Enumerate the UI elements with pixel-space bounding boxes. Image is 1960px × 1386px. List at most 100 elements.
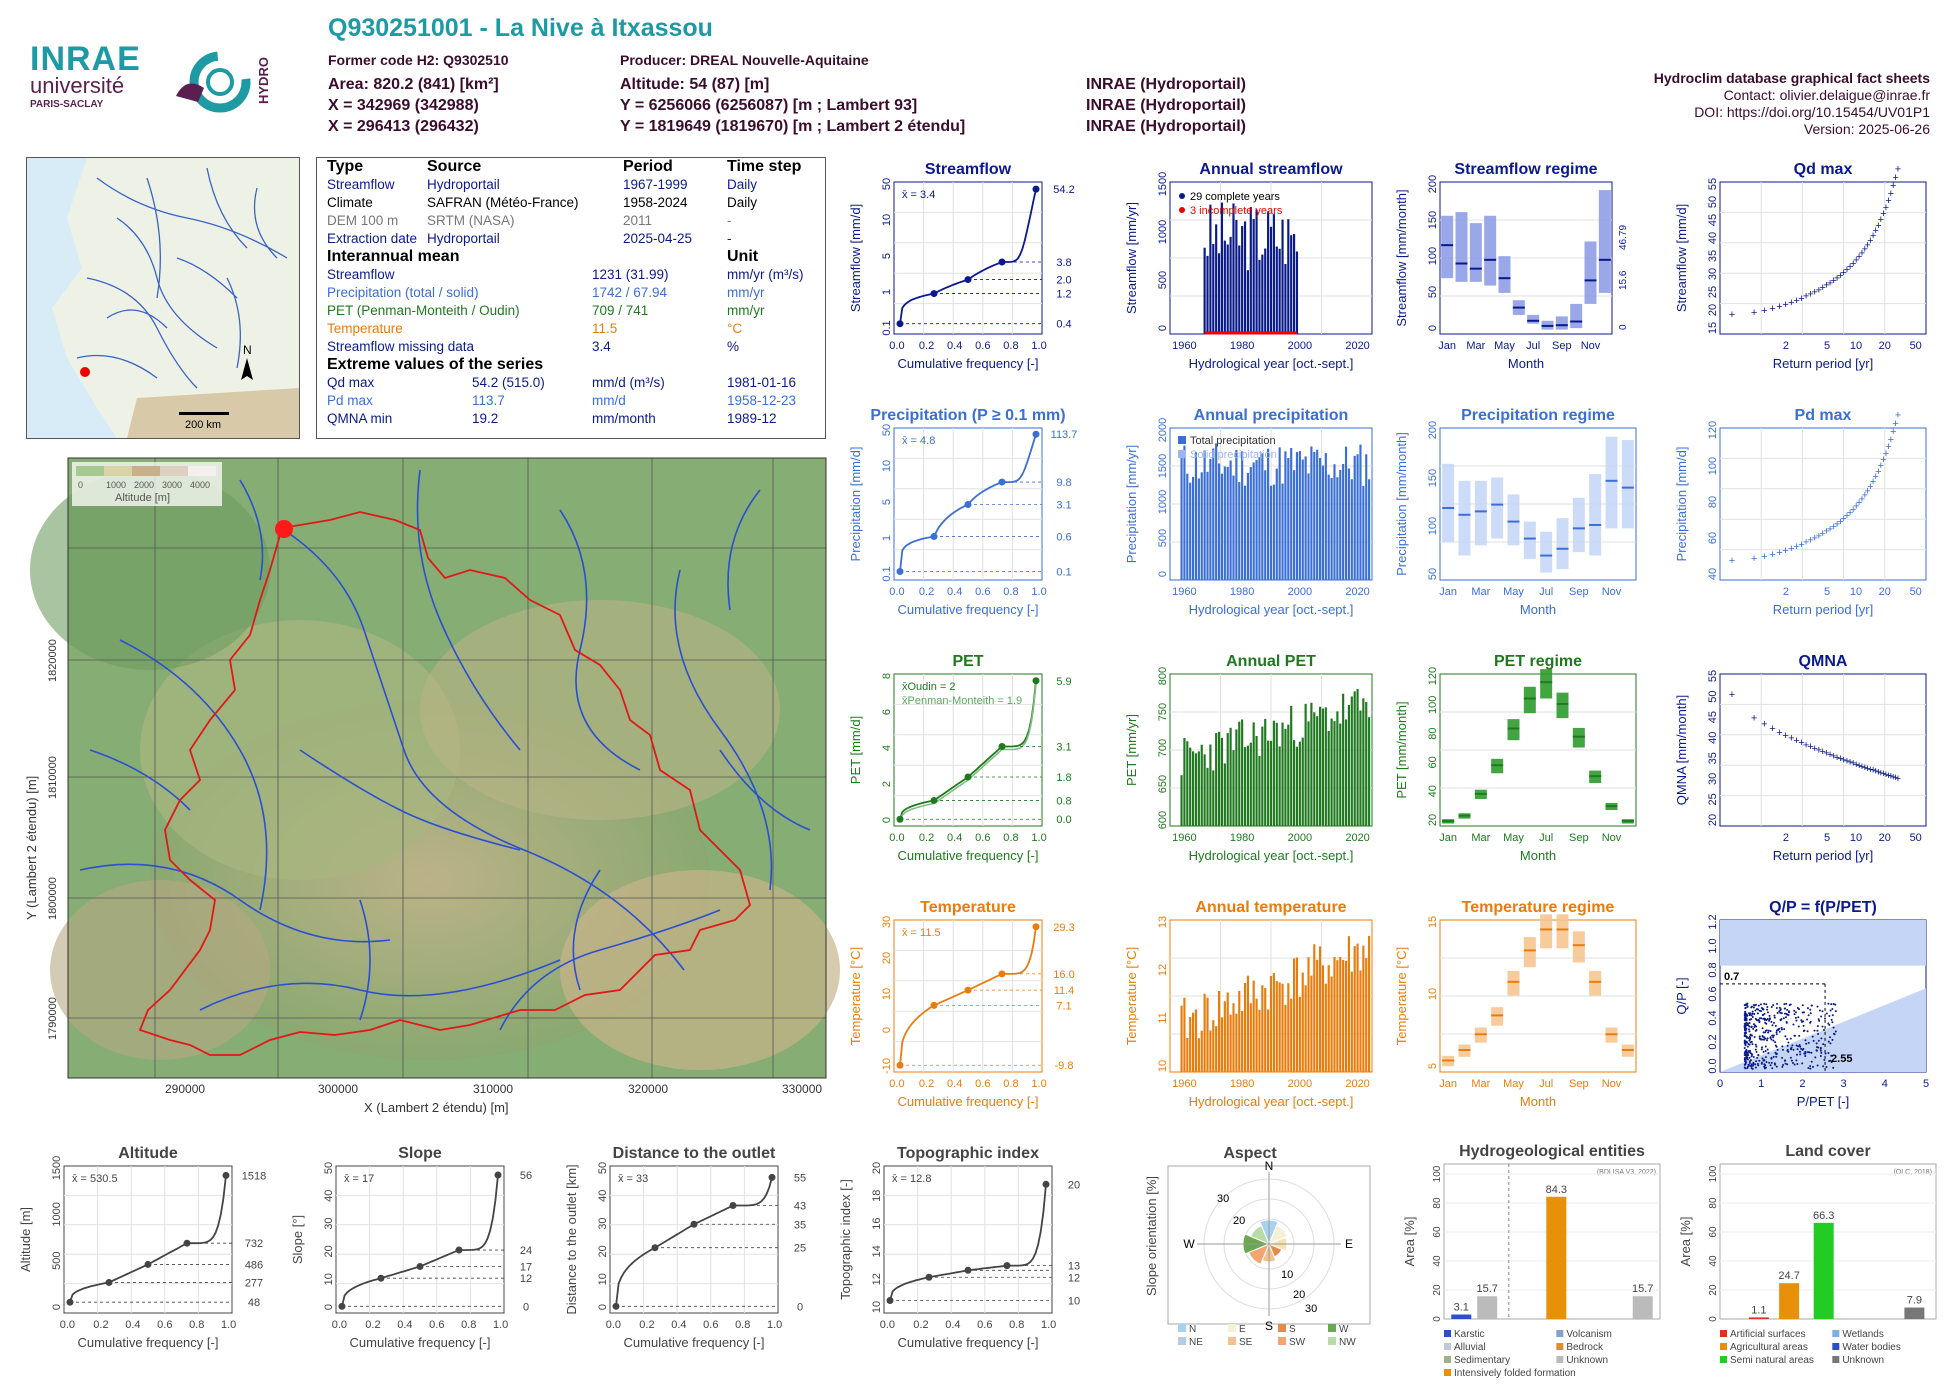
qp_pet-point — [1774, 1063, 1777, 1066]
qp_pet-point — [1827, 1052, 1830, 1055]
qd_max-point: + — [1841, 267, 1847, 279]
qp_pet-point — [1744, 1006, 1747, 1009]
qp_pet-point — [1814, 1056, 1817, 1059]
altitude-quantile-point — [222, 1171, 230, 1179]
extreme-value-2: 19.2 — [472, 411, 499, 426]
land_cover-chart: Land cover Area [%] (OLC, 2018) 1.1 24.7 66.3… — [1678, 1143, 1937, 1366]
qmna-ylabel: QMNA [mm/month] — [1674, 695, 1689, 806]
qp_pet-point — [1772, 1039, 1775, 1042]
temperature-xlabel: Cumulative frequency [-] — [898, 1094, 1039, 1109]
qp_pet-point — [1830, 1060, 1833, 1063]
qp_pet-point — [1812, 1065, 1815, 1068]
hydrogeology-ytick: 80 — [1432, 1197, 1443, 1209]
qmna-point: + — [1816, 745, 1822, 757]
mean-label-0: Streamflow — [327, 267, 395, 282]
pd_max-point: + — [1782, 545, 1788, 557]
qmna-point: + — [1841, 754, 1847, 766]
annual_precipitation-legend-label: Total precipitation — [1190, 435, 1276, 447]
hydrogeology-legend-label: Alluvial — [1454, 1342, 1486, 1353]
doi-link[interactable]: DOI: https://doi.org/10.15454/UV01P1 — [1694, 104, 1930, 120]
temperature-xtick: 0.4 — [947, 1078, 962, 1090]
annual_pet-bar — [1275, 722, 1278, 826]
pd_max-point: + — [1776, 547, 1782, 559]
hydrogeology-legend-marker — [1444, 1356, 1451, 1363]
streamflow-quantile-label: 3.8 — [1056, 257, 1071, 269]
extreme-title: Extreme values of the series — [327, 356, 544, 373]
temperature-quantile-label: 16.0 — [1053, 969, 1074, 981]
pd_max-point: + — [1867, 481, 1873, 493]
slope-frame — [335, 1165, 505, 1314]
annual_streamflow-xtick: 2020 — [1345, 340, 1369, 352]
precipitation_regime-box — [1540, 531, 1553, 573]
precipitation-title: Precipitation (P ≥ 0.1 mm) — [870, 407, 1065, 424]
annual_precipitation-bar — [1293, 470, 1296, 580]
mean-value-4: 3.4 — [592, 339, 611, 354]
temperature-ytick: 10 — [881, 988, 893, 1000]
qmna-point: + — [1895, 773, 1901, 785]
distance-xtick: 0.8 — [735, 1319, 750, 1331]
qp_pet-point — [1809, 1020, 1812, 1023]
qp_pet-point — [1829, 1009, 1832, 1012]
annual_pet-bar — [1241, 719, 1244, 826]
distance-xtick: 1.0 — [767, 1319, 782, 1331]
qp_pet-point — [1832, 1066, 1835, 1069]
info-header-1: Source — [427, 158, 482, 175]
qp_pet-point — [1817, 1018, 1820, 1021]
pd_max-point: + — [1847, 507, 1853, 519]
pd_max-point: + — [1850, 504, 1856, 516]
pd_max-point: + — [1769, 549, 1775, 561]
annual_temperature-bar — [1330, 976, 1333, 1072]
qp_pet-point — [1804, 1050, 1807, 1053]
qd_max-ytick: 50 — [1707, 196, 1719, 208]
contact-link[interactable]: Contact: olivier.delaigue@inrae.fr — [1723, 87, 1930, 103]
aspect-legend-marker — [1178, 1324, 1186, 1332]
annual_temperature-bar — [1264, 987, 1267, 1072]
qd_max-point: + — [1751, 307, 1757, 319]
qp_pet-point — [1810, 1004, 1813, 1007]
qmna-xlabel: Return period [yr] — [1773, 848, 1873, 863]
aspect-dir-label: S — [1265, 1319, 1273, 1333]
qp_pet-point — [1760, 1017, 1763, 1020]
annual_streamflow-legend-marker — [1179, 193, 1185, 199]
qd_max-point: + — [1890, 180, 1896, 192]
annual_pet-bar — [1318, 706, 1322, 826]
hydrogeology-legend-marker — [1444, 1369, 1451, 1376]
qp_pet-point — [1743, 1058, 1746, 1061]
land_cover-ytick: 100 — [1708, 1165, 1719, 1182]
qp_pet-point — [1756, 1062, 1759, 1065]
pet-xtick: 0.8 — [1003, 832, 1018, 844]
annual_streamflow-ytick: 500 — [1157, 271, 1169, 289]
pet-quantile-label: 0.8 — [1056, 795, 1071, 807]
pd_max-ytick: 40 — [1707, 568, 1719, 580]
qp_pet-point — [1830, 1018, 1833, 1021]
annual_temperature-bar — [1275, 981, 1278, 1072]
qmna-point: + — [1830, 750, 1836, 762]
pet_regime-box — [1556, 692, 1569, 719]
distance-xtick: 0.6 — [703, 1319, 718, 1331]
qp_pet-point — [1744, 1010, 1747, 1013]
pet_regime-ytick: 80 — [1427, 727, 1439, 739]
qp_pet-point — [1824, 1052, 1827, 1055]
streamflow-quantile-point — [964, 276, 972, 284]
annual_streamflow-ylabel: Streamflow [mm/yr] — [1124, 202, 1139, 314]
qp_pet-point — [1774, 1044, 1777, 1047]
annual_pet-bar — [1238, 721, 1241, 826]
qp_pet-point — [1803, 1011, 1806, 1014]
qd_max-xlabel: Return period [yr] — [1773, 356, 1873, 371]
annual_streamflow-bar — [1249, 207, 1252, 334]
pet-quantile-point — [896, 815, 904, 823]
streamflow-ytick: 50 — [881, 178, 893, 190]
aspect-legend-label: SW — [1289, 1337, 1306, 1348]
qp_pet-point — [1775, 1007, 1778, 1010]
pd_max-xtick: 20 — [1879, 586, 1891, 598]
distance-ytick: 10 — [597, 1273, 609, 1285]
qp_pet-point — [1771, 1024, 1774, 1027]
qmna-point: + — [1819, 746, 1825, 758]
annual_pet-bar — [1342, 693, 1345, 826]
qp_pet-point — [1820, 1015, 1823, 1018]
annual_precipitation-ytick: 0 — [1157, 571, 1169, 577]
topo_index-ytick: 20 — [871, 1162, 883, 1174]
map-xlabel: X (Lambert 2 étendu) [m] — [364, 1100, 509, 1115]
annual_temperature-bar — [1318, 946, 1322, 1072]
